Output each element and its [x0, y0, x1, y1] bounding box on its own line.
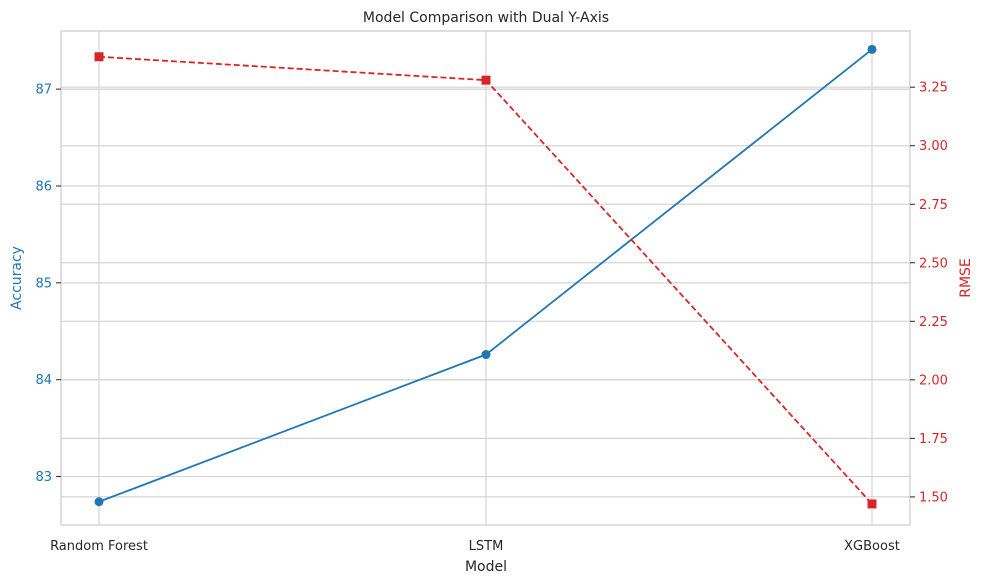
right-axis-label: RMSE: [958, 258, 974, 298]
right-tick-label: 3.00: [919, 139, 948, 154]
right-axis-ticks: 1.50 1.75 2.00 2.25 2.50 2.75 3.00 3.25: [910, 81, 948, 505]
series-layer: [94, 44, 877, 509]
data-point-square: [481, 75, 491, 85]
left-tick-label: 83: [35, 470, 52, 485]
right-tick-label: 2.00: [919, 373, 948, 388]
right-tick-label: 1.75: [919, 432, 948, 447]
left-tick-label: 86: [35, 179, 52, 194]
data-point-circle: [867, 44, 877, 54]
left-tick-label: 84: [35, 373, 52, 388]
left-tick-label: 87: [35, 83, 52, 98]
x-tick-label: LSTM: [469, 539, 504, 554]
x-axis-ticks: Random Forest LSTM XGBoost: [50, 539, 900, 554]
right-tick-label: 3.25: [919, 81, 948, 96]
plot-frame: [60, 30, 911, 526]
left-tick-label: 85: [35, 276, 52, 291]
chart-title: Model Comparison with Dual Y-Axis: [363, 10, 609, 26]
x-axis-label: Model: [465, 559, 507, 575]
left-axis-label: Accuracy: [9, 246, 25, 310]
left-axis-ticks: 83 84 85 86 87: [35, 83, 61, 485]
data-point-square: [867, 499, 877, 509]
data-point-circle: [94, 497, 104, 507]
x-tick-label: Random Forest: [50, 539, 148, 554]
series-right: [94, 52, 877, 509]
x-tick-label: XGBoost: [844, 539, 900, 554]
right-tick-label: 1.50: [919, 490, 948, 505]
series-left: [94, 44, 877, 507]
right-tick-label: 2.75: [919, 198, 948, 213]
data-point-circle: [481, 350, 491, 360]
x-axis-gridlines: [98, 31, 873, 525]
right-tick-label: 2.50: [919, 256, 948, 271]
right-tick-label: 2.25: [919, 315, 948, 330]
data-point-square: [94, 52, 104, 62]
